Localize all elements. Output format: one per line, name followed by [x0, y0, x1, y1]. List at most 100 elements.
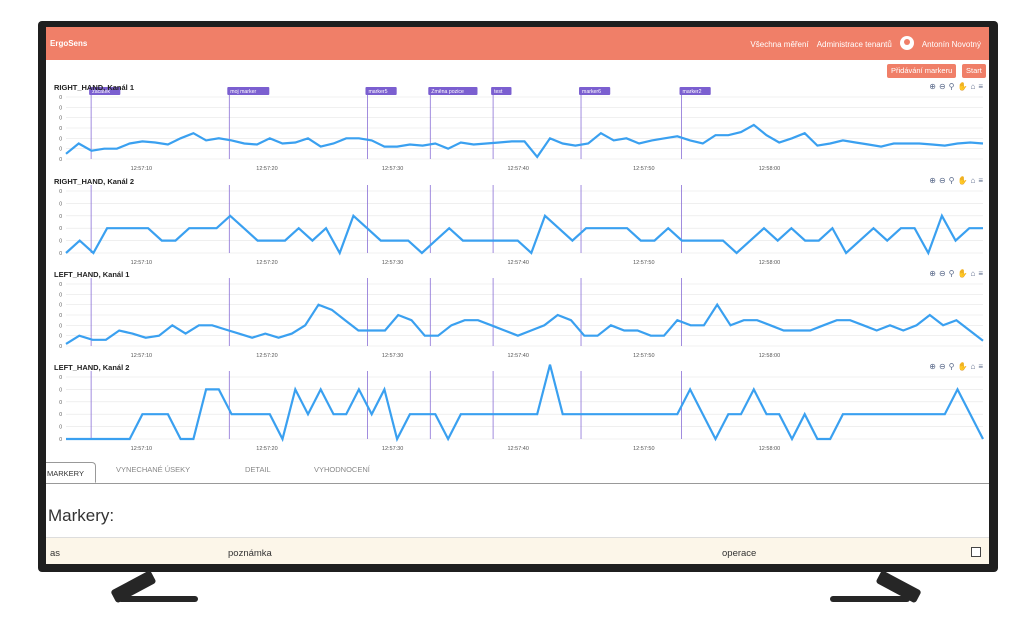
y-tick-label: 0	[59, 387, 62, 393]
marker-label-box[interactable]	[89, 87, 121, 95]
menu-icon[interactable]: ≡	[978, 176, 983, 185]
column-header-time[interactable]: as	[50, 548, 61, 559]
x-tick-label: 12:57:50	[633, 260, 654, 266]
marker-label[interactable]: moj marker	[230, 89, 256, 95]
y-tick-label: 0	[59, 147, 62, 153]
series-line	[66, 364, 984, 443]
marker-label[interactable]: marker5	[368, 89, 387, 95]
x-tick-label: 12:57:30	[382, 166, 403, 172]
y-tick-label: 0	[59, 412, 62, 418]
magnify-icon[interactable]: ⚲	[948, 269, 955, 278]
nav-user-name[interactable]: Antonín Novotný	[921, 40, 981, 49]
chart-title: LEFT_HAND, Kanál 1	[54, 270, 130, 279]
monitor-foot-right	[830, 596, 910, 602]
zoom-out-icon[interactable]: ⊖	[938, 269, 946, 278]
chart-toolbar: ⊕ ⊖ ⚲ ✋ ⌂ ≡	[929, 269, 983, 278]
y-tick-label: 0	[59, 157, 62, 163]
x-tick-label: 12:57:20	[256, 353, 277, 359]
marker-label-box[interactable]	[227, 87, 270, 95]
x-tick-label: 12:57:50	[633, 166, 654, 172]
series-line	[65, 302, 984, 345]
y-tick-label: 0	[59, 136, 62, 142]
x-tick-label: 12:57:40	[508, 446, 529, 452]
y-tick-label: 0	[59, 105, 62, 111]
menu-icon[interactable]: ≡	[978, 269, 983, 278]
tab-detail[interactable]: DETAIL	[245, 465, 271, 474]
x-tick-label: 12:57:10	[131, 166, 152, 172]
x-tick-label: 12:57:20	[256, 446, 277, 452]
pan-hand-icon[interactable]: ✋	[957, 362, 968, 371]
marker-label[interactable]: marker6	[582, 89, 601, 95]
chart-left-hand-channel-2: LEFT_HAND, Kanál 2 ⊕ ⊖ ⚲ ✋ ⌂ ≡ 0 0 0 0 0 0 12:57:10…	[46, 362, 989, 455]
chart-plot: 0 0 0 0 0 0 0 zacatek moj marker marker5 Změna poz…	[59, 87, 984, 172]
chart-title: LEFT_HAND, Kanál 2	[54, 363, 130, 372]
zoom-in-icon[interactable]: ⊕	[929, 176, 936, 185]
series-line	[65, 213, 983, 256]
menu-icon[interactable]: ≡	[978, 362, 983, 371]
marker-label-box[interactable]	[579, 87, 611, 95]
pan-hand-icon[interactable]: ✋	[957, 269, 968, 278]
top-nav: Všechna měření Administrace tenantů Anto…	[750, 36, 981, 50]
magnify-icon[interactable]: ⚲	[948, 176, 955, 185]
menu-icon[interactable]: ≡	[978, 82, 983, 91]
zoom-out-icon[interactable]: ⊖	[938, 82, 946, 91]
brand-logo[interactable]: ErgoSens	[50, 39, 88, 48]
y-tick-label: 0	[59, 400, 62, 406]
x-tick-label: 12:57:40	[508, 353, 529, 359]
x-tick-label: 12:58:00	[759, 166, 780, 172]
home-icon[interactable]: ⌂	[970, 269, 976, 278]
marker-label-box[interactable]	[679, 87, 711, 95]
chart-title: RIGHT_HAND, Kanál 2	[54, 177, 135, 186]
y-tick-label: 0	[59, 214, 62, 220]
y-tick-label: 0	[59, 239, 62, 245]
chart-left-hand-channel-1: LEFT_HAND, Kanál 1 ⊕ ⊖ ⚲ ✋ ⌂ ≡ 0 0 0 0 0 0 0 12:57:1…	[46, 269, 989, 362]
start-button[interactable]: Start	[962, 64, 986, 78]
magnify-icon[interactable]: ⚲	[948, 362, 955, 371]
x-tick-label: 12:58:00	[759, 260, 780, 266]
tab-vynechane-useky[interactable]: VYNECHANÉ ÚSEKY	[116, 465, 191, 474]
user-avatar-icon[interactable]	[899, 36, 914, 50]
y-tick-label: 0	[59, 303, 62, 309]
x-tick-label: 12:58:00	[759, 353, 780, 359]
marker-label-box[interactable]	[428, 87, 478, 95]
column-header-operations[interactable]: operace	[722, 548, 757, 559]
nav-tenant-admin[interactable]: Administrace tenantů	[816, 40, 892, 49]
column-header-note[interactable]: poznámka	[228, 548, 272, 559]
tab-vyhodnoceni[interactable]: VYHODNOCENÍ	[314, 465, 370, 474]
chart-toolbar: ⊕ ⊖ ⚲ ✋ ⌂ ≡	[929, 176, 983, 185]
marker-label-box[interactable]	[491, 87, 512, 95]
x-tick-label: 12:57:50	[633, 353, 654, 359]
marker-label[interactable]: test	[494, 89, 503, 95]
marker-label[interactable]: marker2	[683, 89, 702, 95]
pan-hand-icon[interactable]: ✋	[957, 176, 968, 185]
zoom-in-icon[interactable]: ⊕	[929, 362, 936, 371]
marker-label[interactable]: zacatek	[92, 89, 110, 95]
chart-right-hand-channel-1: RIGHT_HAND, Kanál 1 ⊕ ⊖ ⚲ ✋ ⌂ ≡ 0 0 0 0 0 0 0 zacate…	[46, 82, 989, 175]
home-icon[interactable]: ⌂	[970, 82, 976, 91]
magnify-icon[interactable]: ⚲	[948, 82, 955, 91]
home-icon[interactable]: ⌂	[970, 362, 976, 371]
select-all-checkbox[interactable]	[971, 547, 981, 557]
chart-title: RIGHT_HAND, Kanál 1	[54, 83, 135, 92]
zoom-in-icon[interactable]: ⊕	[929, 82, 936, 91]
home-icon[interactable]: ⌂	[970, 176, 976, 185]
monitor-foot-left	[118, 596, 198, 602]
y-tick-label: 0	[59, 425, 62, 431]
zoom-out-icon[interactable]: ⊖	[938, 176, 946, 185]
add-marker-button[interactable]: Přidávání markeru	[887, 64, 957, 78]
y-tick-label: 0	[59, 251, 62, 257]
nav-all-measurements[interactable]: Všechna měření	[750, 40, 809, 49]
tab-markery[interactable]: MARKERY	[46, 462, 96, 483]
y-tick-label: 0	[59, 201, 62, 207]
zoom-in-icon[interactable]: ⊕	[929, 269, 936, 278]
y-tick-label: 0	[59, 334, 62, 340]
tab-bar: MARKERY VYNECHANÉ ÚSEKY DETAIL VYHODNOCE…	[46, 455, 989, 484]
zoom-out-icon[interactable]: ⊖	[938, 362, 946, 371]
x-tick-label: 12:57:20	[256, 166, 277, 172]
series-line	[65, 123, 984, 159]
y-tick-label: 0	[59, 437, 62, 443]
marker-label[interactable]: Změna pozice	[431, 89, 464, 95]
x-tick-label: 12:57:10	[131, 260, 152, 266]
marker-label-box[interactable]	[365, 87, 397, 95]
pan-hand-icon[interactable]: ✋	[957, 82, 968, 91]
